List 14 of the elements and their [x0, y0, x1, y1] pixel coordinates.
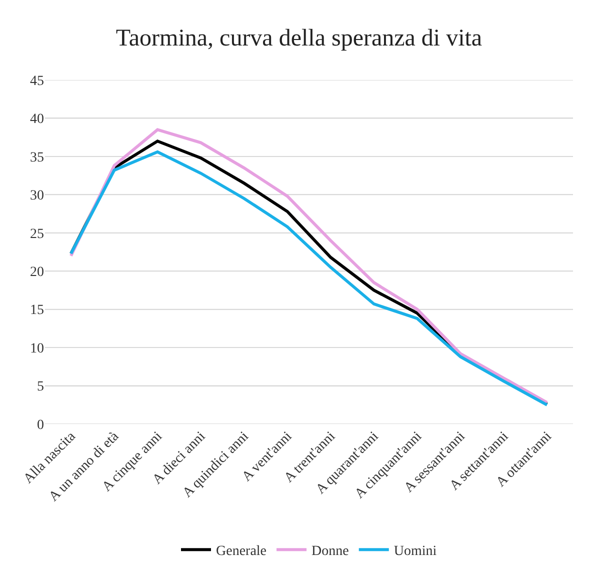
y-tick-label: 25 — [30, 226, 44, 242]
y-tick-label: 20 — [30, 265, 44, 280]
legend-label: Uomini — [394, 544, 437, 560]
chart-title: Taormina, curva della speranza di vita — [116, 26, 482, 52]
y-tick-label: 15 — [30, 303, 44, 318]
legend-label: Donne — [312, 544, 349, 560]
y-tick-label: 35 — [30, 150, 44, 166]
y-tick-label: 30 — [30, 188, 44, 204]
y-tick-label: 10 — [30, 341, 44, 356]
y-tick-label: 45 — [30, 74, 44, 89]
y-tick-label: 40 — [30, 112, 44, 128]
y-tick-label: 0 — [37, 418, 44, 433]
legend-label: Generale — [216, 544, 267, 560]
y-tick-label: 5 — [37, 380, 44, 395]
